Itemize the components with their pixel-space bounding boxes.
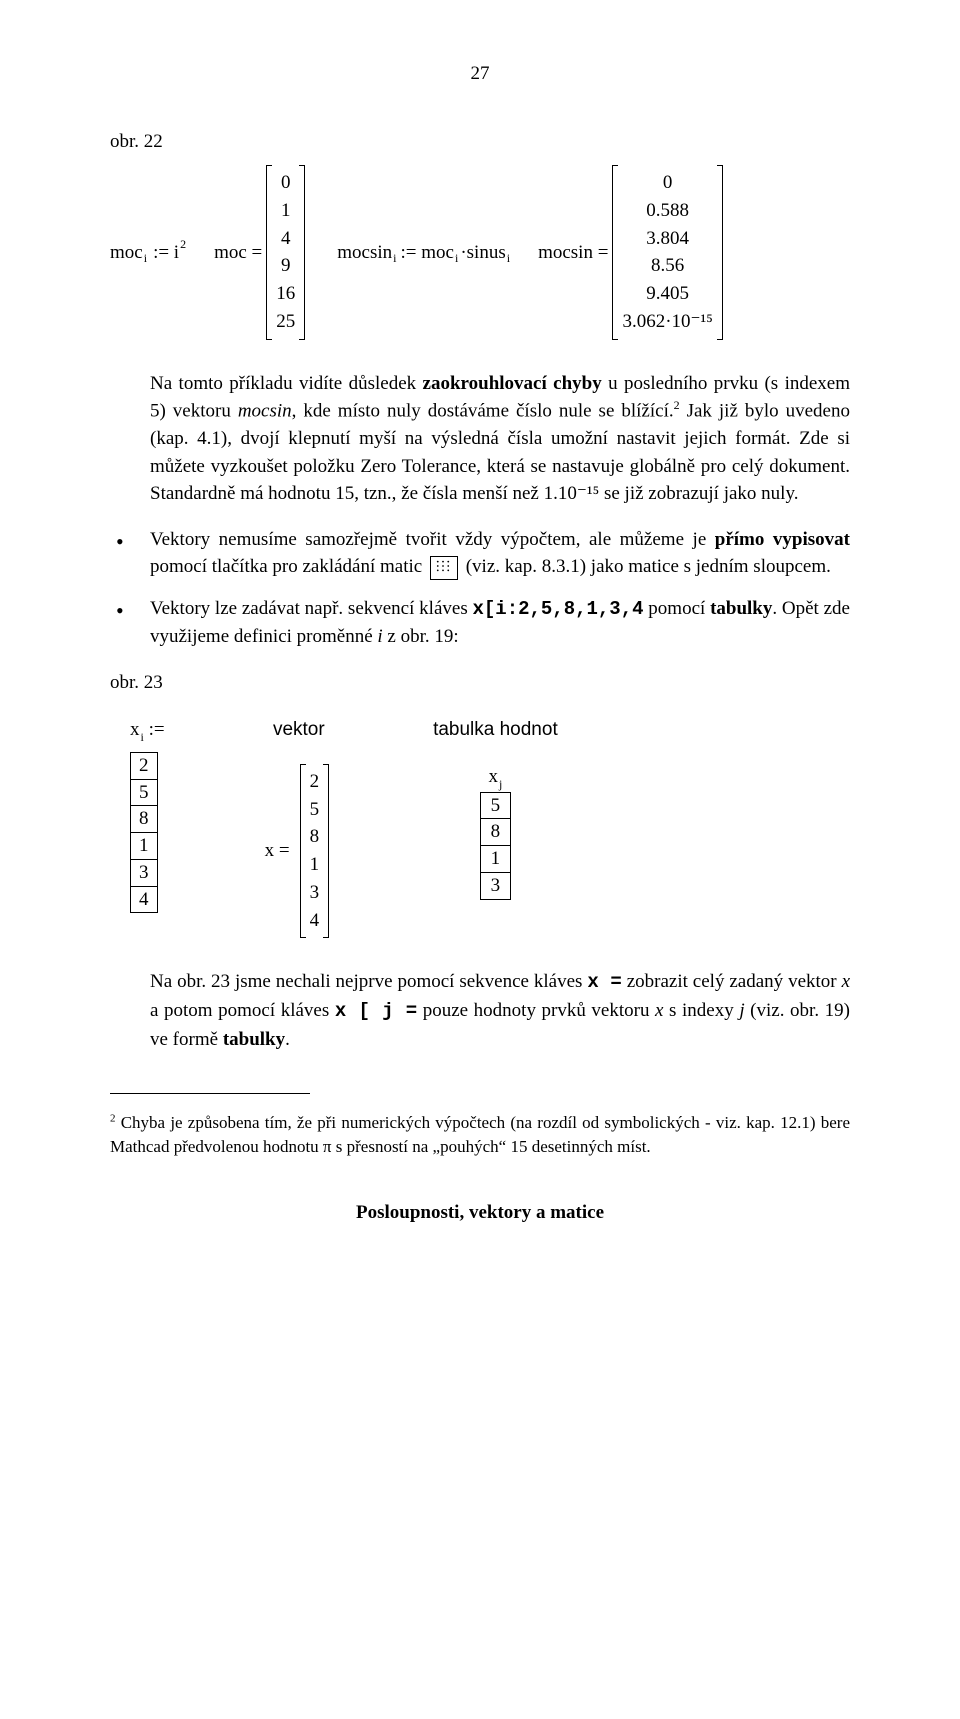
moc-val: 0 bbox=[281, 171, 291, 195]
moc-eq-term: moc = 0 1 4 9 16 25 bbox=[214, 165, 309, 340]
paragraph-2: Na obr. 23 jsme nechali nejprve pomocí s… bbox=[150, 968, 850, 1053]
text: , kde místo nuly dostáváme číslo nule se… bbox=[292, 400, 674, 421]
text: Na tomto příkladu vidíte důsledek bbox=[150, 373, 423, 394]
footnote-separator bbox=[110, 1093, 310, 1094]
text: a potom pomocí kláves bbox=[150, 1000, 335, 1021]
cell: 8 bbox=[131, 806, 158, 833]
moc-def: moc i := i 2 bbox=[110, 239, 186, 267]
moc-var: moc bbox=[110, 239, 143, 267]
vec-val: 5 bbox=[310, 798, 320, 822]
xj-header: xj bbox=[480, 764, 510, 792]
header-vektor: vektor bbox=[273, 716, 325, 744]
mocsin-val: 0 bbox=[663, 171, 673, 195]
text: Vektory nemusíme samozřejmě tvořit vždy … bbox=[150, 529, 715, 550]
moc-exp: 2 bbox=[180, 236, 186, 253]
moc-val: 4 bbox=[281, 227, 291, 251]
bullet-1: Vektory nemusíme samozřejmě tvořit vždy … bbox=[110, 526, 850, 581]
x-op: := bbox=[144, 719, 165, 740]
cell: 4 bbox=[131, 886, 158, 913]
text: Vektory lze zadávat např. sekvencí kláve… bbox=[150, 598, 472, 619]
cell: 3 bbox=[131, 859, 158, 886]
bold-text: přímo vypisovat bbox=[715, 529, 850, 550]
mocsin-var: mocsin bbox=[337, 239, 392, 267]
footnote-2: 2 Chyba je způsobena tím, že při numeric… bbox=[110, 1111, 850, 1159]
paragraph-1: Na tomto příkladu vidíte důsledek zaokro… bbox=[150, 370, 850, 508]
section-footer: Posloupnosti, vektory a matice bbox=[110, 1199, 850, 1227]
x-var: x bbox=[130, 719, 140, 740]
figure-22-label: obr. 22 bbox=[110, 128, 850, 156]
mocsin-eq: mocsin = bbox=[538, 239, 608, 267]
vec-val: 1 bbox=[310, 853, 320, 877]
input-table: 2 5 8 1 3 4 bbox=[130, 752, 158, 914]
bullet-2: Vektory lze zadávat např. sekvencí kláve… bbox=[110, 595, 850, 651]
code-text: x = bbox=[587, 971, 621, 993]
mocsin-val: 8.56 bbox=[651, 254, 684, 278]
mocsin-assign: := moc bbox=[401, 239, 454, 267]
moc-val: 25 bbox=[276, 310, 295, 334]
mocsin-val: 0.588 bbox=[646, 199, 689, 223]
text: . bbox=[285, 1029, 290, 1050]
mocsin-eq-term: mocsin = 0 0.588 3.804 8.56 9.405 3.062·… bbox=[538, 165, 727, 340]
cell: 1 bbox=[131, 833, 158, 860]
text: pouze hodnoty prvků vektoru bbox=[417, 1000, 655, 1021]
italic-text: x bbox=[842, 971, 850, 992]
moc-eq: moc = bbox=[214, 239, 262, 267]
moc-sub: i bbox=[144, 250, 147, 267]
vec-val: 4 bbox=[310, 909, 320, 933]
text: z obr. 19: bbox=[383, 626, 459, 647]
vector-display: x = 2 5 8 1 3 4 bbox=[265, 764, 333, 939]
header-tabulka: tabulka hodnot bbox=[433, 716, 558, 744]
cell: 8 bbox=[480, 819, 510, 846]
bold-text: tabulky bbox=[223, 1029, 285, 1050]
code-text: x[i:2,5,8,1,3,4 bbox=[472, 598, 643, 620]
cell: 3 bbox=[480, 872, 510, 899]
cell: 5 bbox=[131, 779, 158, 806]
moc-val: 9 bbox=[281, 254, 291, 278]
mocsin-mid: ·sinus bbox=[460, 239, 505, 267]
text: pomocí bbox=[644, 598, 711, 619]
mocsin-val: 3.062·10⁻¹⁵ bbox=[622, 310, 712, 334]
moc-vector: 0 1 4 9 16 25 bbox=[266, 165, 305, 340]
x-sub: i bbox=[141, 730, 144, 744]
cell: 1 bbox=[480, 846, 510, 873]
x-vector: 2 5 8 1 3 4 bbox=[300, 764, 330, 939]
bold-text: tabulky bbox=[710, 598, 772, 619]
obr23-table-col: tabulka hodnot xj 5 8 1 3 bbox=[433, 716, 558, 899]
mocsin-def: mocsin i := moc i ·sinus i bbox=[337, 239, 510, 267]
mocsin-val: 3.804 bbox=[646, 227, 689, 251]
mocsin-val: 9.405 bbox=[646, 282, 689, 306]
page-number: 27 bbox=[110, 60, 850, 88]
text: zobrazit celý zadaný vektor bbox=[622, 971, 842, 992]
figure-23-content: xi := 2 5 8 1 3 4 vektor x = bbox=[130, 716, 850, 938]
vec-val: 3 bbox=[310, 881, 320, 905]
moc-val: 1 bbox=[281, 199, 291, 223]
obr23-input-col: xi := 2 5 8 1 3 4 bbox=[130, 716, 165, 913]
code-text: x [ j = bbox=[335, 1000, 417, 1022]
bold-text: zaokrouhlovací chyby bbox=[423, 373, 602, 394]
cell: 2 bbox=[131, 752, 158, 779]
moc-val: 16 bbox=[276, 282, 295, 306]
obr23-vector-col: vektor x = 2 5 8 1 3 4 bbox=[265, 716, 333, 938]
vec-val: 8 bbox=[310, 825, 320, 849]
italic-text: mocsin bbox=[238, 400, 292, 421]
xj-table: xj 5 8 1 3 bbox=[480, 764, 511, 900]
vec-eq: x = bbox=[265, 837, 290, 865]
footnote-text: Chyba je způsobena tím, že při numerický… bbox=[110, 1113, 850, 1156]
mocsin-sub: i bbox=[507, 250, 510, 267]
moc-assign: := i bbox=[153, 239, 179, 267]
x-assign: xi := bbox=[130, 716, 165, 744]
text: s indexy bbox=[663, 1000, 739, 1021]
mocsin-vector: 0 0.588 3.804 8.56 9.405 3.062·10⁻¹⁵ bbox=[612, 165, 722, 340]
text: Na obr. 23 jsme nechali nejprve pomocí s… bbox=[150, 971, 587, 992]
vec-val: 2 bbox=[310, 770, 320, 794]
figure-23-label: obr. 23 bbox=[110, 669, 850, 697]
text: (viz. kap. 8.3.1) jako matice s jedním s… bbox=[461, 556, 831, 577]
matrix-icon bbox=[430, 556, 458, 580]
mocsin-sub: i bbox=[455, 250, 458, 267]
figure-22-math: moc i := i 2 moc = 0 1 4 9 16 25 bbox=[110, 165, 850, 340]
bullet-list: Vektory nemusíme samozřejmě tvořit vždy … bbox=[110, 526, 850, 651]
text: pomocí tlačítka pro zakládání matic bbox=[150, 556, 427, 577]
cell: 5 bbox=[480, 792, 510, 819]
mocsin-sub: i bbox=[393, 250, 396, 267]
